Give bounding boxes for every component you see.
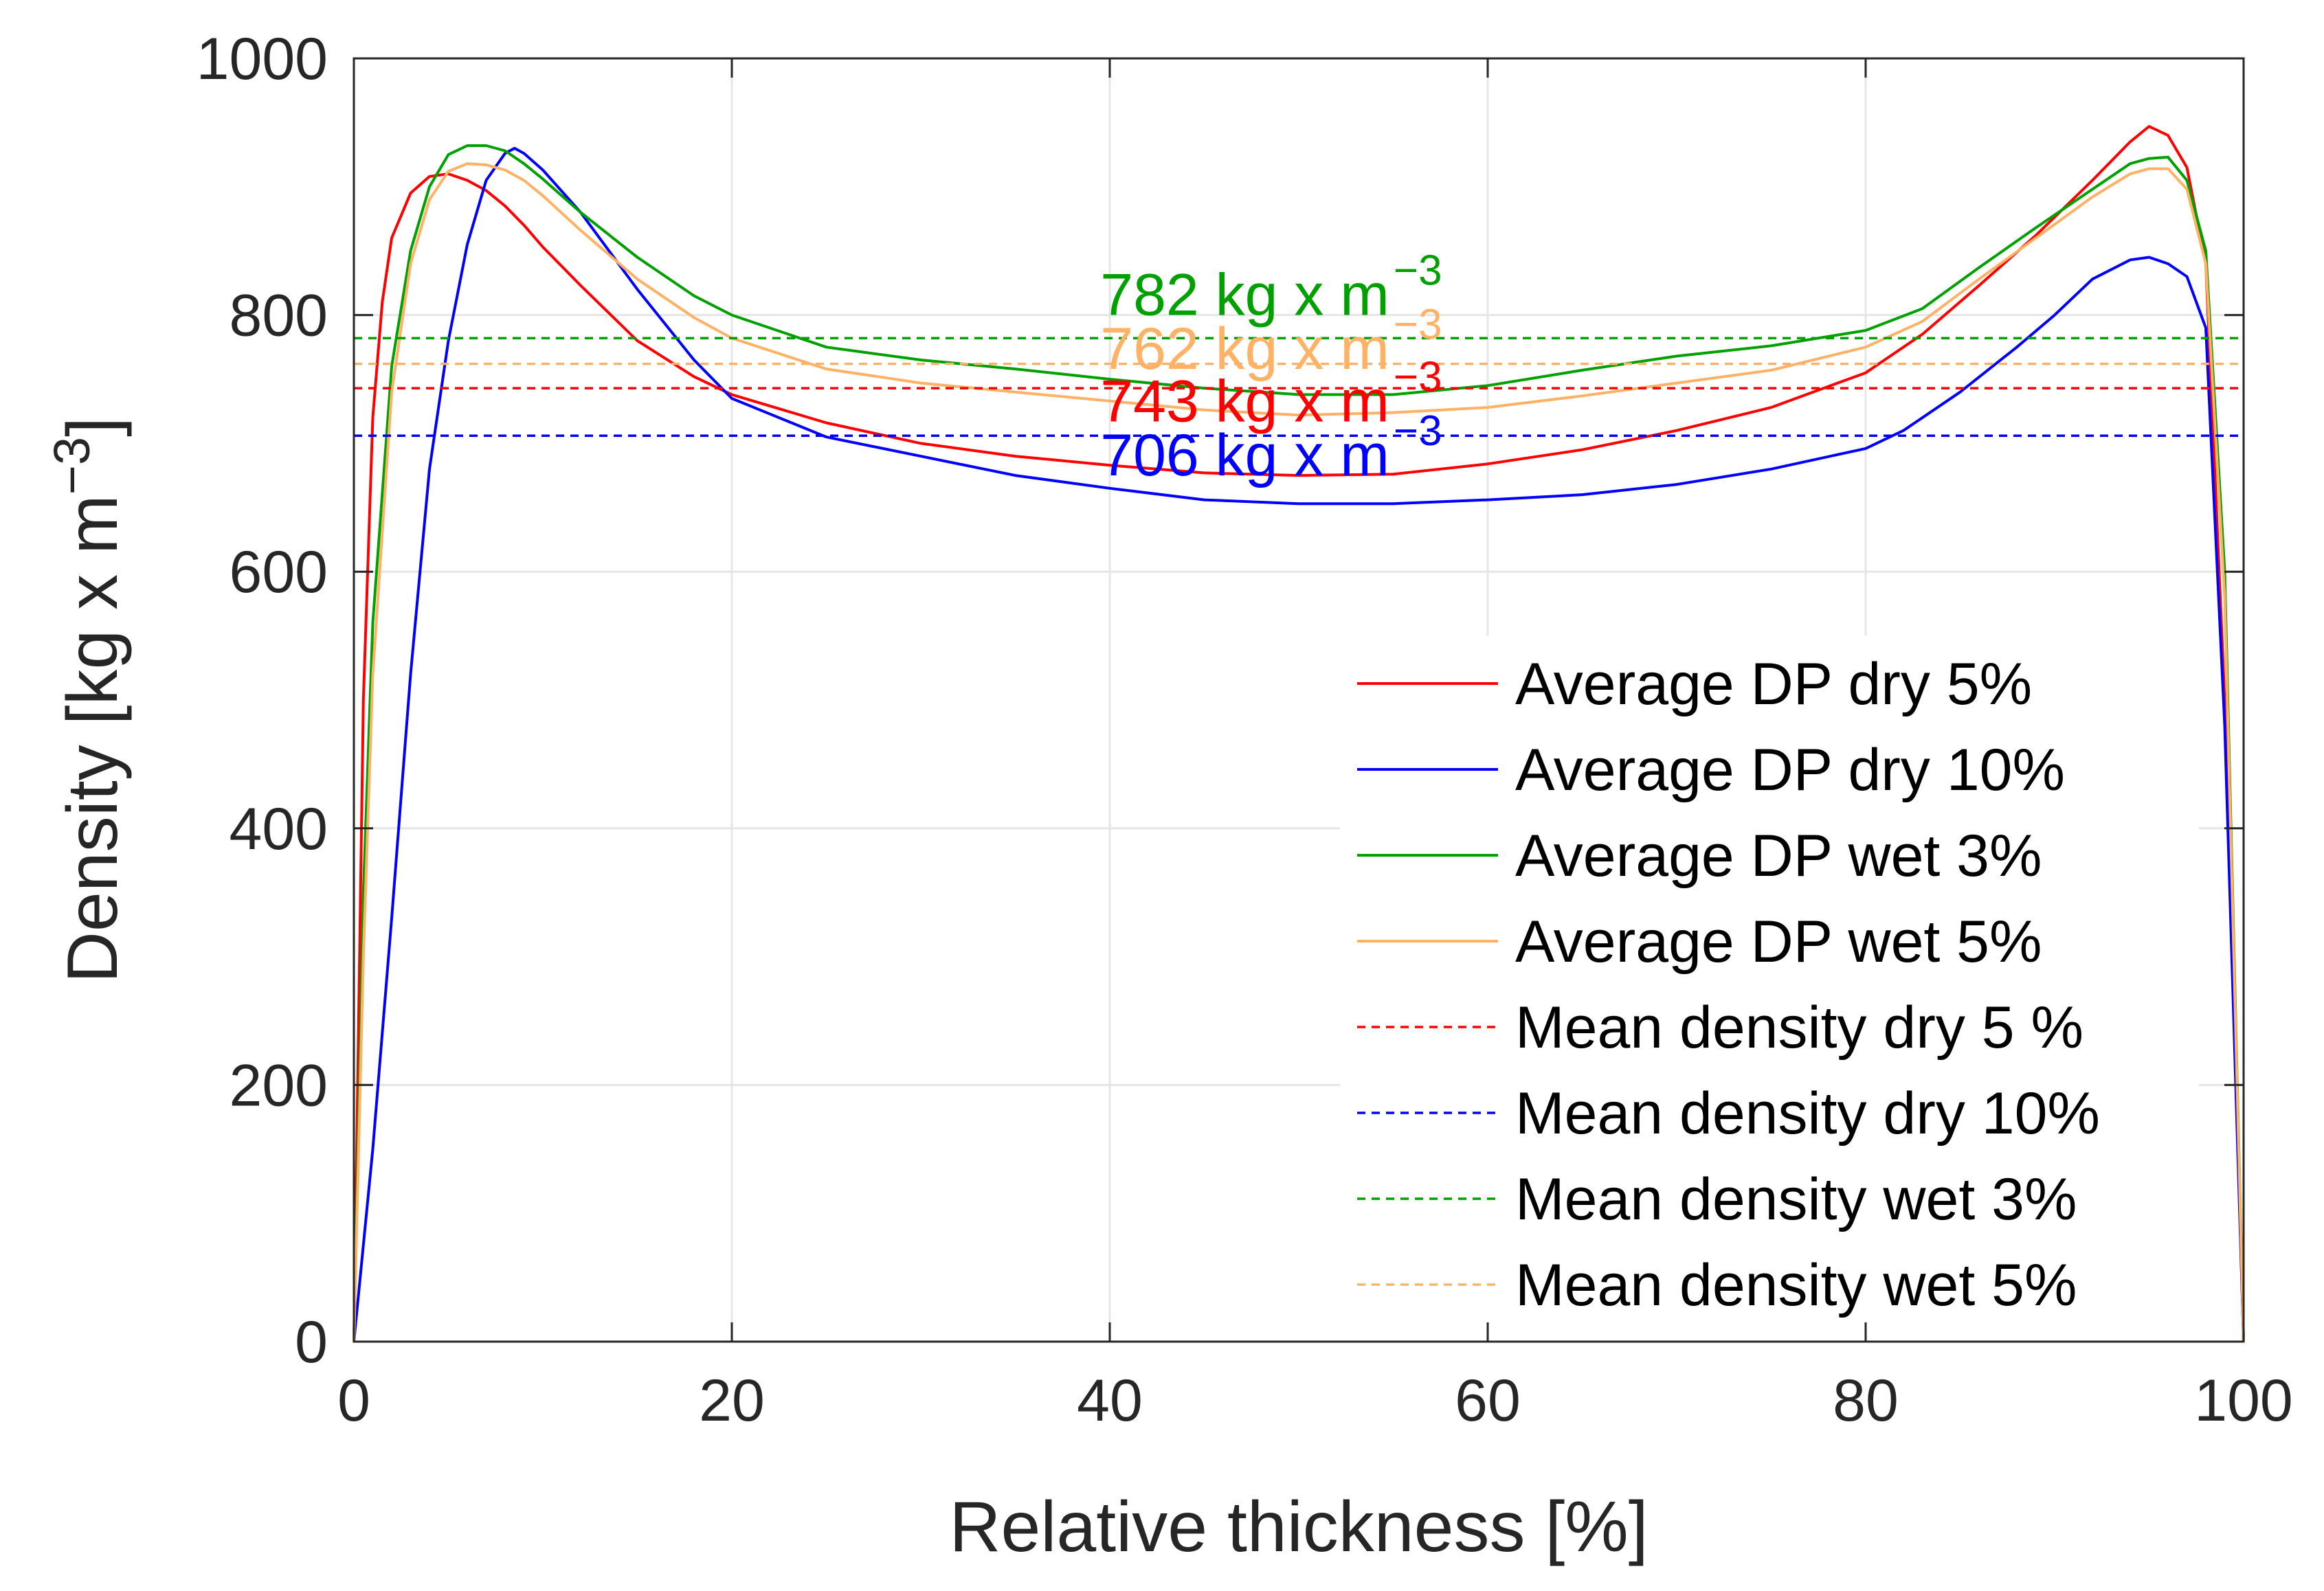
mean-annotation-exponent: −3 (1394, 247, 1442, 295)
x-tick-label: 100 (2194, 1368, 2293, 1434)
x-tick-label: 0 (337, 1368, 370, 1434)
y-axis-label-main: Density [kg x m (53, 495, 133, 983)
mean-annotation-text: 762 kg x m (1100, 316, 1389, 382)
mean-annotation-2: 743 kg x m−3 (1100, 354, 1442, 435)
y-axis-label-exponent: −3 (43, 437, 100, 495)
legend-label-1: Average DP dry 10% (1515, 737, 2065, 803)
legend-label-3: Average DP wet 5% (1515, 909, 2042, 975)
y-tick-label: 400 (230, 796, 328, 862)
mean-annotation-exponent: −3 (1394, 407, 1442, 455)
y-axis-label-bracket: ] (53, 417, 133, 437)
y-tick-label: 800 (230, 283, 328, 349)
y-tick-label: 200 (230, 1052, 328, 1118)
mean-annotation-text: 743 kg x m (1100, 369, 1389, 435)
legend-label-5: Mean density dry 10% (1515, 1081, 2100, 1147)
x-tick-label: 20 (699, 1368, 765, 1434)
y-axis-label: Density [kg x m−3] (43, 417, 133, 983)
series-line-3 (353, 162, 2245, 1342)
mean-annotation-1: 762 kg x m−3 (1100, 301, 1442, 382)
series-line-0 (353, 125, 2245, 1342)
series-line-2 (353, 144, 2245, 1342)
axes-box (353, 57, 2245, 1343)
legend-background (1340, 635, 2199, 1322)
y-tick-label: 1000 (197, 26, 328, 92)
y-tick-label: 0 (295, 1309, 328, 1375)
legend-label-0: Average DP dry 5% (1515, 651, 2032, 717)
legend-label-2: Average DP wet 3% (1515, 823, 2042, 889)
legend-label-6: Mean density wet 3% (1515, 1166, 2077, 1232)
legend-label-4: Mean density dry 5 % (1515, 995, 2083, 1061)
legend: Average DP dry 5% Average DP dry 10% Avera… (1340, 635, 2199, 1322)
mean-annotation-exponent: −3 (1394, 301, 1442, 348)
plot-series (353, 125, 2245, 1342)
series-line-1 (353, 146, 2245, 1342)
mean-annotation-exponent: −3 (1394, 354, 1442, 401)
mean-annotation-text: 706 kg x m (1100, 422, 1389, 488)
y-tick-label: 600 (230, 539, 328, 605)
x-tick-label: 40 (1077, 1368, 1143, 1434)
x-axis-label: Relative thickness [%] (949, 1487, 1648, 1567)
mean-annotation-3: 706 kg x m−3 (1100, 407, 1442, 488)
mean-annotation-text: 782 kg x m (1100, 262, 1389, 328)
x-tick-label: 60 (1455, 1368, 1521, 1434)
legend-label-7: Mean density wet 5% (1515, 1252, 2077, 1318)
x-tick-label: 80 (1833, 1368, 1899, 1434)
mean-annotation-0: 782 kg x m−3 (1100, 247, 1442, 328)
